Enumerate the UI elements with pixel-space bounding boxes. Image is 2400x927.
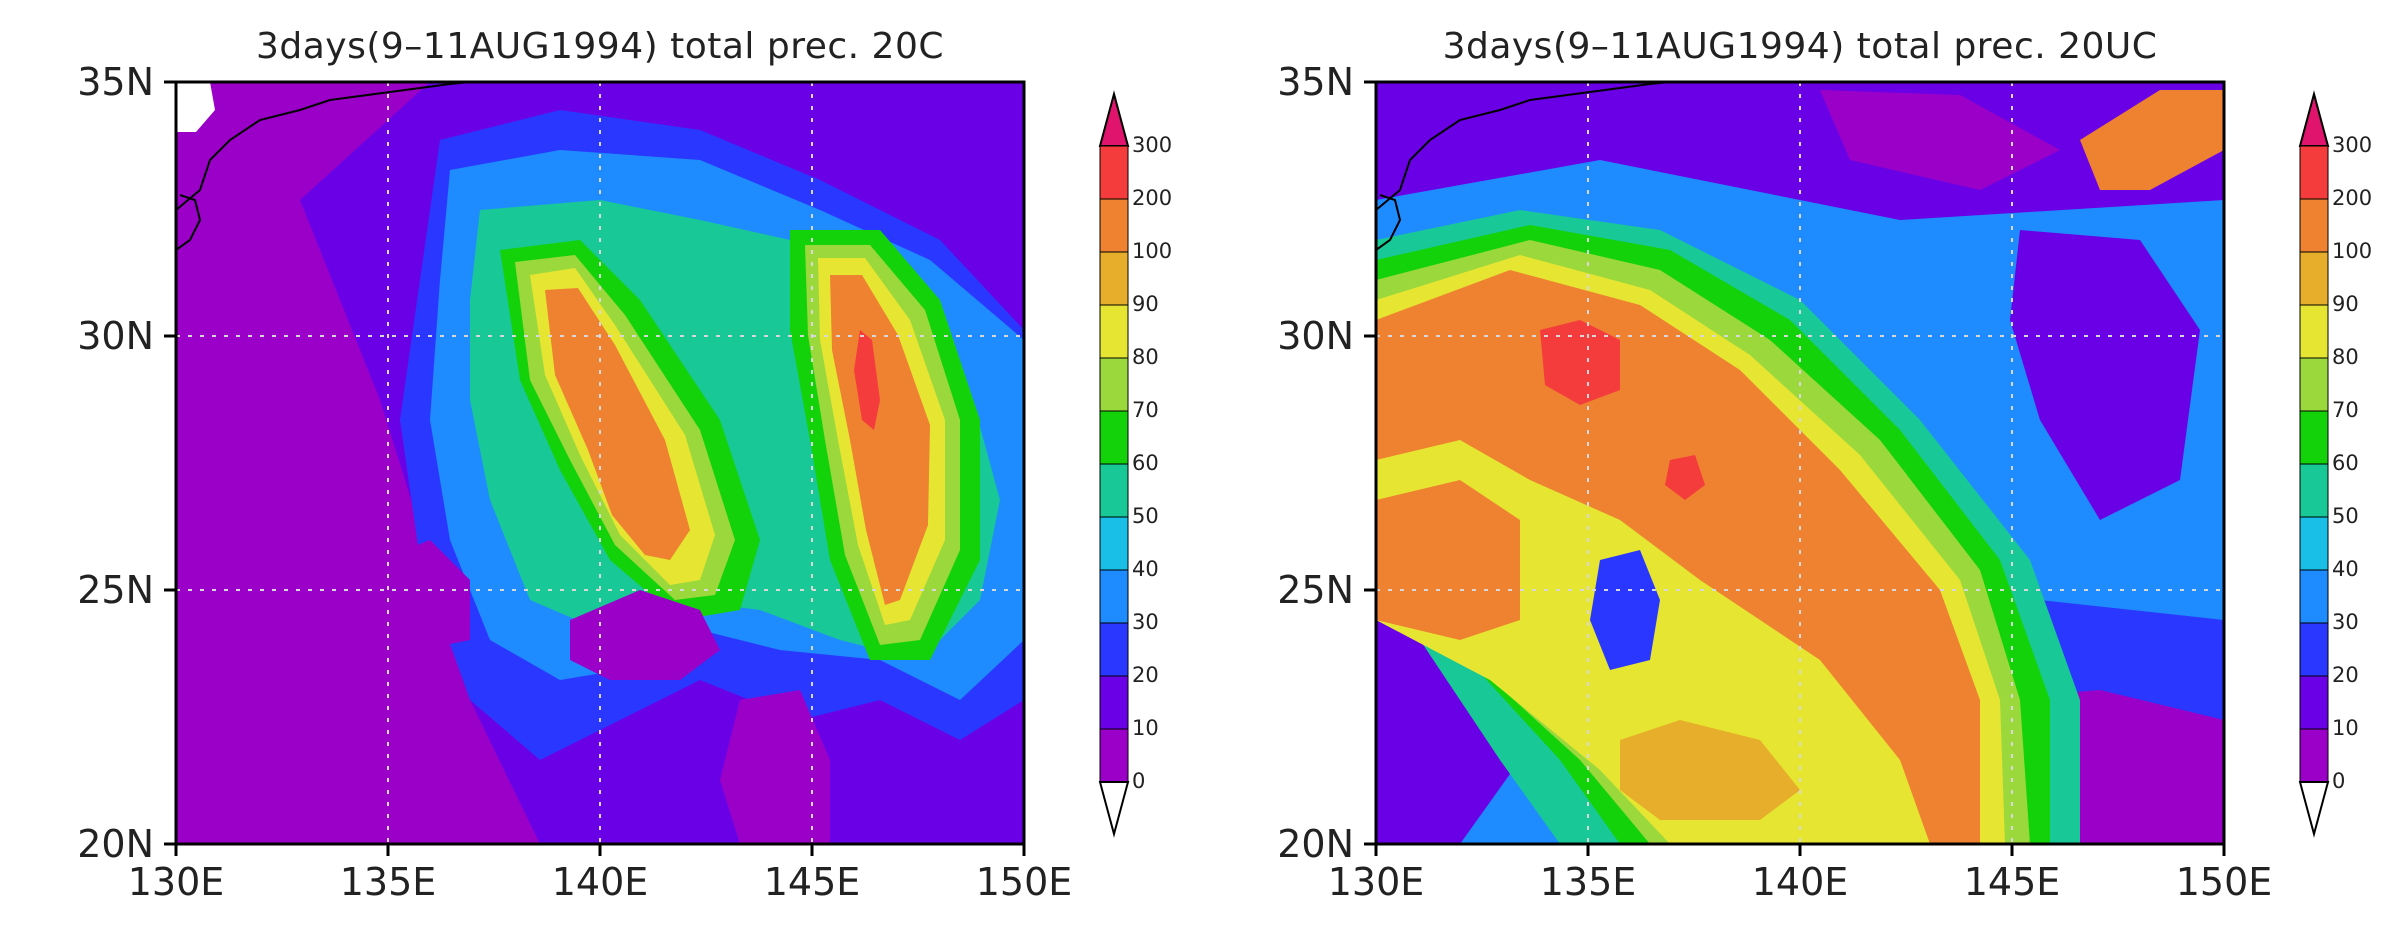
lon-label: 135E	[339, 860, 437, 904]
lon-label: 140E	[551, 860, 649, 904]
lon-label: 145E	[1963, 860, 2061, 904]
lon-label: 140E	[1751, 860, 1849, 904]
colorbar-label: 50	[2332, 504, 2359, 528]
colorbar	[2298, 90, 2330, 838]
colorbar-label: 200	[2332, 186, 2373, 210]
colorbar-label: 70	[2332, 398, 2359, 422]
colorbar-label: 40	[1132, 557, 1159, 581]
colorbar-label: 40	[2332, 557, 2359, 581]
lon-label: 150E	[2175, 860, 2273, 904]
colorbar-label: 80	[1132, 345, 1159, 369]
lon-label: 135E	[1539, 860, 1637, 904]
colorbar-label: 0	[2332, 769, 2346, 793]
lon-label: 150E	[975, 860, 1073, 904]
lat-label: 30N	[77, 314, 154, 358]
lat-label: 20N	[1277, 822, 1354, 866]
left-panel: 3days(9–11AUG1994) total prec. 20C	[77, 26, 1173, 904]
colorbar-label: 60	[2332, 451, 2359, 475]
colorbar	[1098, 90, 1130, 838]
colorbar-label: 20	[1132, 663, 1159, 687]
colorbar-label: 90	[1132, 292, 1159, 316]
colorbar-label: 100	[2332, 239, 2373, 263]
panel-title: 3days(9–11AUG1994) total prec. 20C	[255, 26, 944, 67]
lat-label: 35N	[77, 60, 154, 104]
lat-label: 35N	[1277, 60, 1354, 104]
colorbar-label: 100	[1132, 239, 1173, 263]
colorbar-label: 10	[1132, 716, 1159, 740]
lon-label: 145E	[763, 860, 861, 904]
lon-label: 130E	[1327, 860, 1425, 904]
lon-label: 130E	[127, 860, 225, 904]
colorbar-label: 0	[1132, 769, 1146, 793]
colorbar-label: 300	[1132, 133, 1173, 157]
lat-label: 30N	[1277, 314, 1354, 358]
precipitation-map	[1364, 80, 2330, 856]
colorbar-label: 20	[2332, 663, 2359, 687]
colorbar-label: 200	[1132, 186, 1173, 210]
lat-label: 25N	[1277, 568, 1354, 612]
colorbar-label: 70	[1132, 398, 1159, 422]
colorbar-label: 80	[2332, 345, 2359, 369]
colorbar-label: 90	[2332, 292, 2359, 316]
colorbar-label: 10	[2332, 716, 2359, 740]
colorbar-label: 30	[1132, 610, 1159, 634]
colorbar-label: 50	[1132, 504, 1159, 528]
panel-title: 3days(9–11AUG1994) total prec. 20UC	[1442, 26, 2158, 67]
precipitation-map	[164, 80, 1130, 856]
colorbar-label: 300	[2332, 133, 2373, 157]
lat-label: 25N	[77, 568, 154, 612]
right-panel: 3days(9–11AUG1994) total prec. 20UC	[1200, 0, 2400, 927]
lat-label: 20N	[77, 822, 154, 866]
colorbar-label: 30	[2332, 610, 2359, 634]
colorbar-label: 60	[1132, 451, 1159, 475]
